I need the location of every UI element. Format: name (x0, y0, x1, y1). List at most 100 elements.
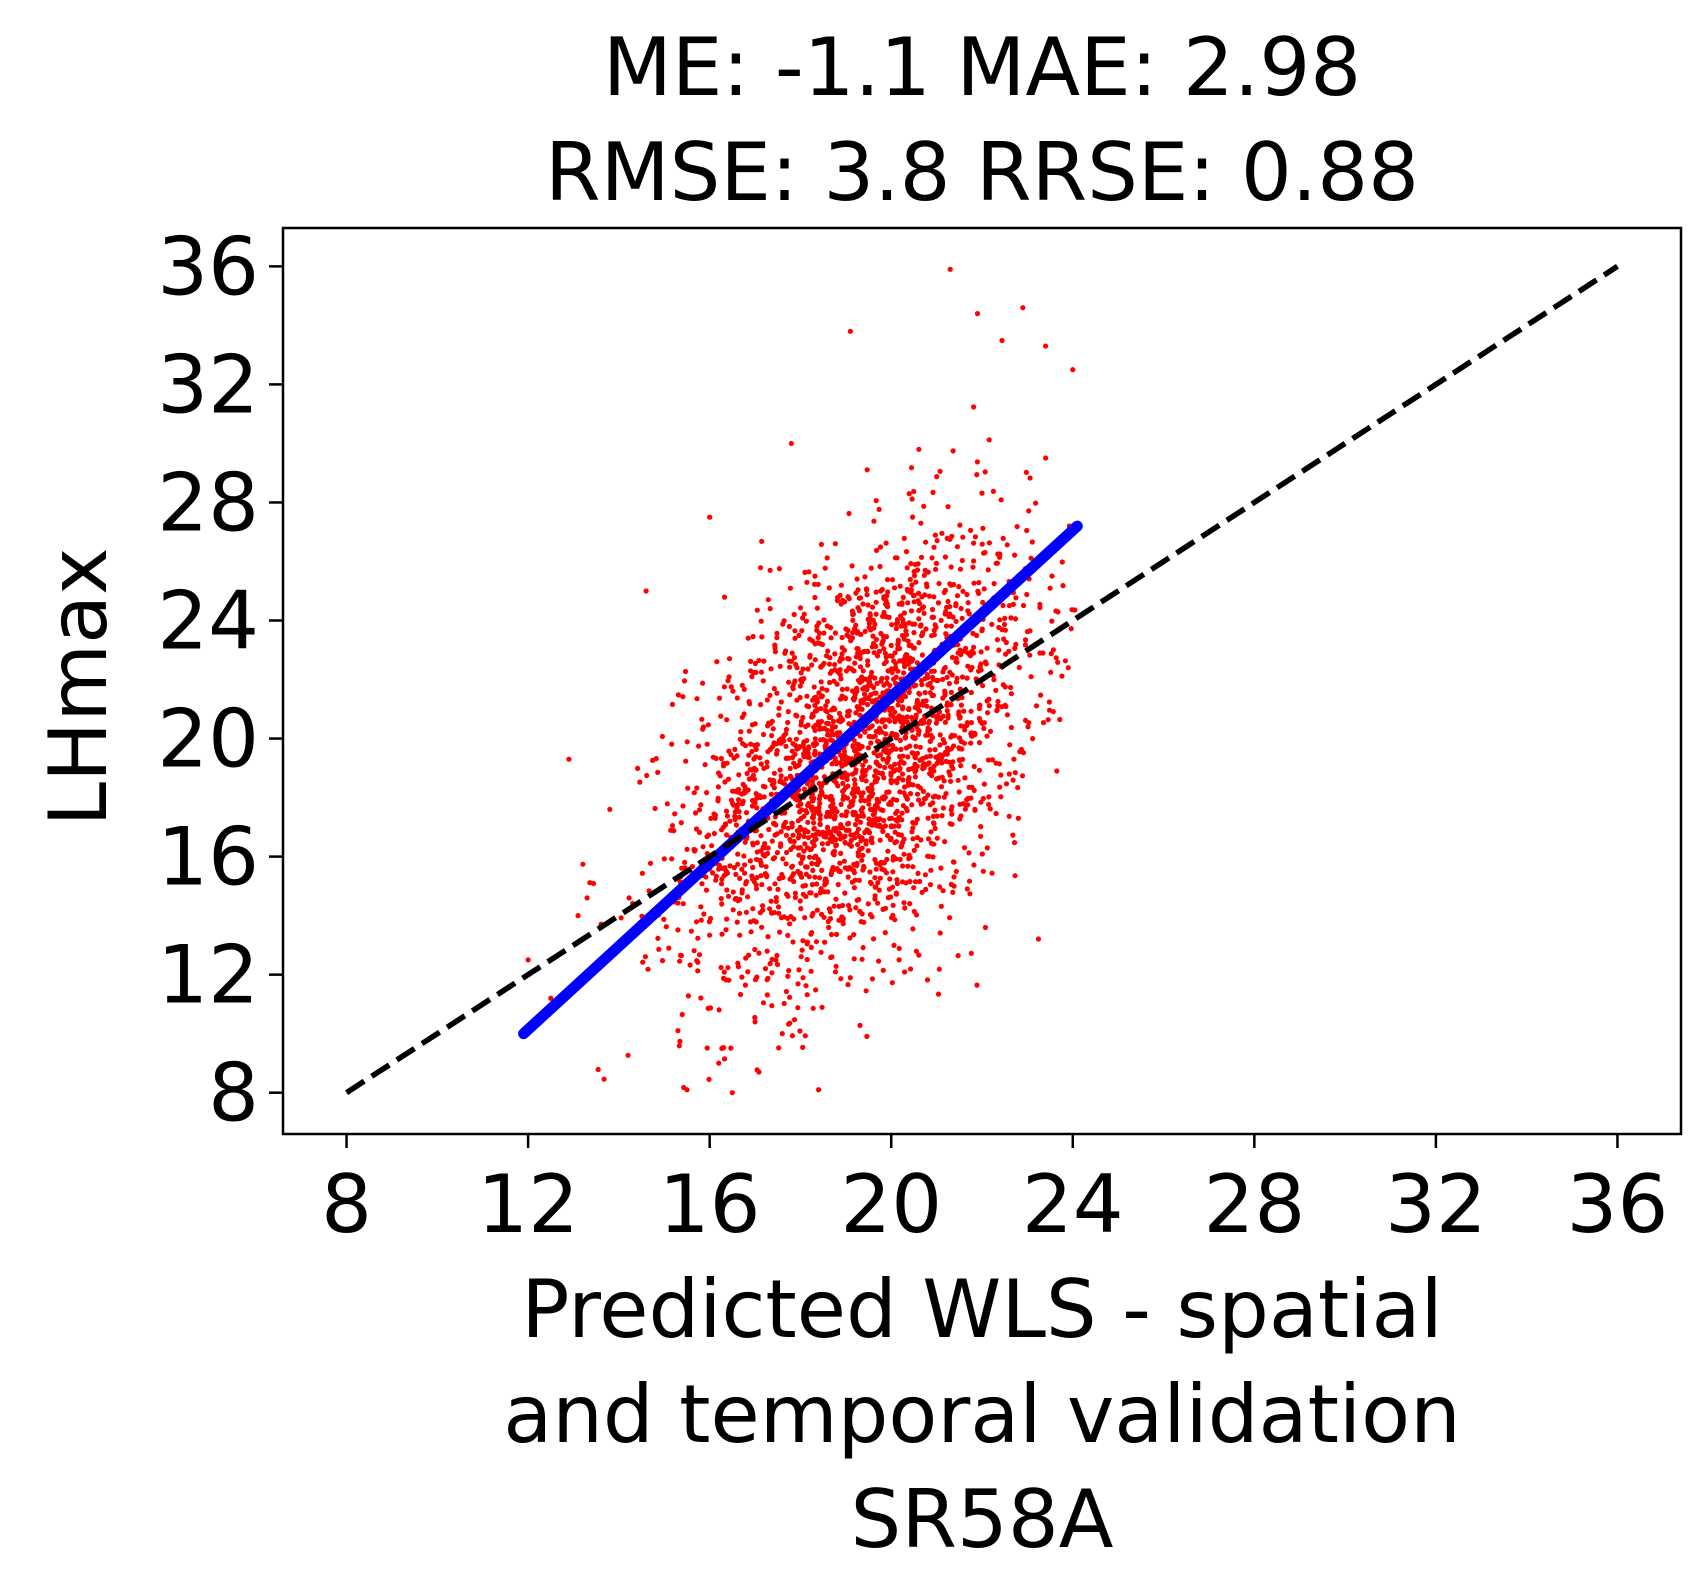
scatter-point (874, 547, 880, 554)
scatter-point (832, 758, 838, 764)
scatter-point (860, 945, 866, 951)
scatter-point (857, 664, 864, 670)
scatter-point (927, 747, 933, 753)
scatter-point (825, 918, 831, 925)
scatter-point (888, 823, 894, 829)
scatter-point (881, 661, 887, 667)
scatter-point (710, 754, 716, 760)
scatter-point (927, 753, 934, 759)
scatter-point (639, 870, 646, 876)
scatter-point (882, 723, 888, 730)
scatter-point (855, 677, 862, 683)
scatter-point (716, 1060, 722, 1066)
scatter-point (924, 977, 931, 983)
scatter-point (778, 829, 784, 835)
scatter-point (831, 705, 837, 711)
scatter-point (940, 805, 947, 811)
scatter-point (799, 874, 805, 880)
scatter-point (758, 833, 764, 839)
scatter-point (917, 785, 923, 791)
scatter-point (803, 893, 809, 900)
scatter-point (789, 1033, 796, 1039)
scatter-point (873, 866, 879, 872)
scatter-point (913, 714, 919, 721)
scatter-point (859, 911, 865, 917)
scatter-point (815, 856, 821, 863)
scatter-point (959, 674, 966, 680)
scatter-point (828, 931, 835, 938)
scatter-point (729, 1090, 735, 1096)
scatter-point (803, 871, 809, 877)
scatter-point (1027, 652, 1033, 658)
scatter-point (911, 885, 917, 891)
scatter-point (840, 597, 846, 603)
scatter-point (775, 886, 781, 893)
scatter-point (854, 863, 860, 869)
scatter-point (993, 810, 999, 817)
scatter-point (942, 839, 948, 845)
scatter-point (833, 896, 839, 902)
scatter-point (818, 718, 825, 725)
scatter-point (956, 709, 962, 715)
scatter-point (877, 726, 883, 732)
scatter-point (687, 962, 693, 968)
scatter-point (1000, 535, 1006, 542)
scatter-point (933, 566, 939, 572)
scatter-point (901, 851, 907, 857)
scatter-point (870, 698, 876, 704)
scatter-point (940, 713, 946, 719)
scatter-point (901, 790, 907, 796)
scatter-point (841, 858, 848, 864)
scatter-point (669, 823, 676, 829)
scatter-point (635, 765, 641, 772)
scatter-point (959, 557, 965, 564)
scatter-point (734, 695, 740, 701)
scatter-point (832, 541, 839, 547)
scatter-point (767, 692, 773, 699)
scatter-point (997, 617, 1003, 623)
scatter-point (862, 628, 868, 635)
scatter-point (866, 801, 872, 807)
x-tick-label: 24 (1022, 1158, 1124, 1251)
scatter-point (930, 677, 937, 683)
scatter-point (934, 813, 940, 819)
scatter-point (819, 686, 825, 692)
scatter-point (943, 758, 949, 765)
scatter-point (916, 708, 923, 714)
scatter-point (857, 595, 864, 601)
scatter-point (976, 580, 982, 586)
scatter-point (958, 702, 965, 708)
scatter-point (893, 891, 899, 897)
regression-line (518, 520, 1083, 1040)
scatter-point (1038, 692, 1044, 698)
scatter-point (798, 801, 804, 807)
scatter-point (867, 869, 873, 875)
scatter-point (950, 889, 956, 896)
scatter-point (930, 489, 936, 495)
scatter-point (881, 860, 888, 866)
scatter-point (872, 773, 878, 779)
scatter-point (834, 598, 841, 604)
scatter-point (804, 939, 811, 945)
scatter-point (876, 648, 883, 655)
scatter-point (888, 777, 894, 783)
scatter-point (863, 778, 869, 784)
scatter-point (857, 733, 863, 739)
scatter-point (788, 914, 794, 920)
scatter-point (865, 602, 871, 608)
scatter-point (811, 684, 817, 690)
scatter-point (659, 733, 666, 740)
scatter-point (752, 1019, 758, 1025)
scatter-point (881, 595, 887, 602)
scatter-point (889, 980, 895, 986)
scatter-point (957, 522, 963, 528)
scatter-point (984, 698, 990, 704)
scatter-point (894, 555, 900, 561)
scatter-point (846, 865, 853, 871)
scatter-point (938, 617, 944, 624)
scatter-point (948, 778, 954, 784)
scatter-point (1046, 699, 1052, 705)
scatter-point (805, 666, 811, 672)
scatter-point (875, 817, 882, 823)
scatter-point (815, 1087, 822, 1093)
